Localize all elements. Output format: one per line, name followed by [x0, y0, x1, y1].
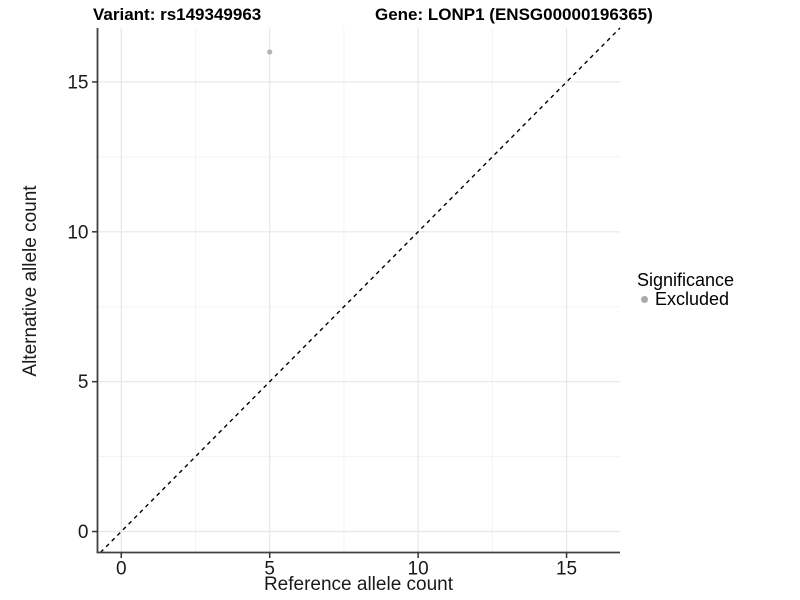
x-tick-label: 15	[556, 559, 577, 580]
gene-title: Gene: LONP1 (ENSG00000196365)	[375, 5, 653, 24]
legend-title: Significance	[637, 270, 735, 290]
x-tick-label: 0	[116, 559, 127, 580]
y-axis-title: Alternative allele count	[20, 185, 41, 377]
identity-reference-line	[99, 27, 621, 553]
x-tick-label: 10	[408, 559, 429, 580]
legend-point-icon	[641, 296, 648, 303]
y-tick-label: 0	[78, 522, 89, 543]
legend: Significance Excluded	[635, 271, 734, 309]
y-tick-label: 5	[78, 372, 89, 393]
variant-title: Variant: rs149349963	[93, 5, 262, 24]
x-axis-title: Reference allele count	[263, 574, 454, 595]
y-tick-label: 15	[67, 72, 88, 93]
data-point	[267, 49, 273, 55]
legend-item-label: Excluded	[655, 289, 730, 309]
x-tick-label: 5	[264, 559, 275, 580]
y-tick-label: 10	[67, 222, 88, 243]
legend-item-excluded: Excluded	[635, 290, 734, 309]
